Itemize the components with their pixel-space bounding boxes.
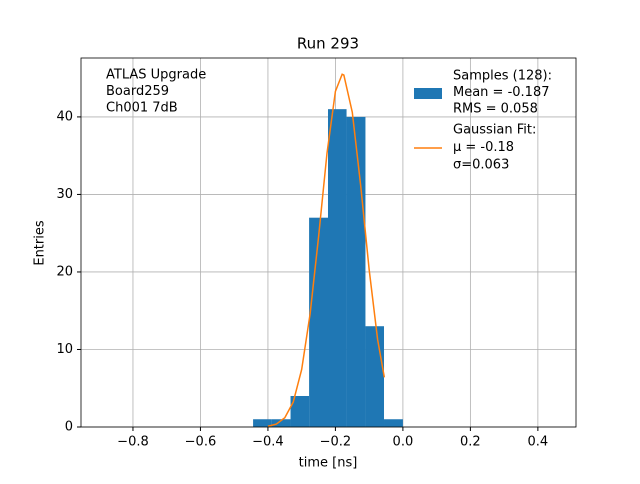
y-tick-label: 30	[56, 187, 73, 202]
y-tick-label: 20	[56, 264, 73, 279]
bar	[346, 116, 366, 428]
fit-line	[267, 73, 386, 427]
x-tick-label: −0.2	[320, 435, 352, 450]
x-tick-label: −0.4	[252, 435, 284, 450]
legend-label: Mean = -0.187	[453, 85, 549, 100]
bar	[327, 109, 347, 427]
bar	[271, 419, 291, 427]
axes-frame	[80, 57, 577, 428]
bar	[290, 395, 310, 427]
annotation: Board259	[106, 84, 169, 99]
x-tick-label: −0.6	[185, 435, 217, 450]
x-axis-label: time [ns]	[299, 456, 358, 471]
y-axis-label: Entries	[33, 220, 48, 266]
annotation: ATLAS Upgrade	[106, 68, 206, 83]
bar	[309, 217, 328, 427]
y-tick-label: 40	[56, 109, 73, 124]
bar	[253, 419, 272, 427]
legend-label: σ=0.063	[453, 158, 509, 173]
bar	[365, 326, 385, 427]
legend-label: μ = -0.18	[453, 140, 514, 155]
x-tick-label: 0.4	[528, 435, 549, 450]
chart-title: Run 293	[297, 35, 359, 53]
x-tick-label: −0.8	[117, 435, 149, 450]
plot-area	[81, 58, 576, 428]
legend-label: Gaussian Fit:	[453, 123, 536, 138]
x-tick-label: 0.0	[393, 435, 414, 450]
x-tick-label: 0.2	[460, 435, 481, 450]
y-tick-label: 0	[65, 420, 73, 435]
legend-label: Samples (128):	[453, 69, 552, 84]
y-tick-label: 10	[56, 342, 73, 357]
legend-swatch	[414, 88, 442, 99]
bar	[384, 419, 403, 427]
legend-label: RMS = 0.058	[453, 102, 538, 117]
annotation: Ch001 7dB	[106, 101, 178, 116]
